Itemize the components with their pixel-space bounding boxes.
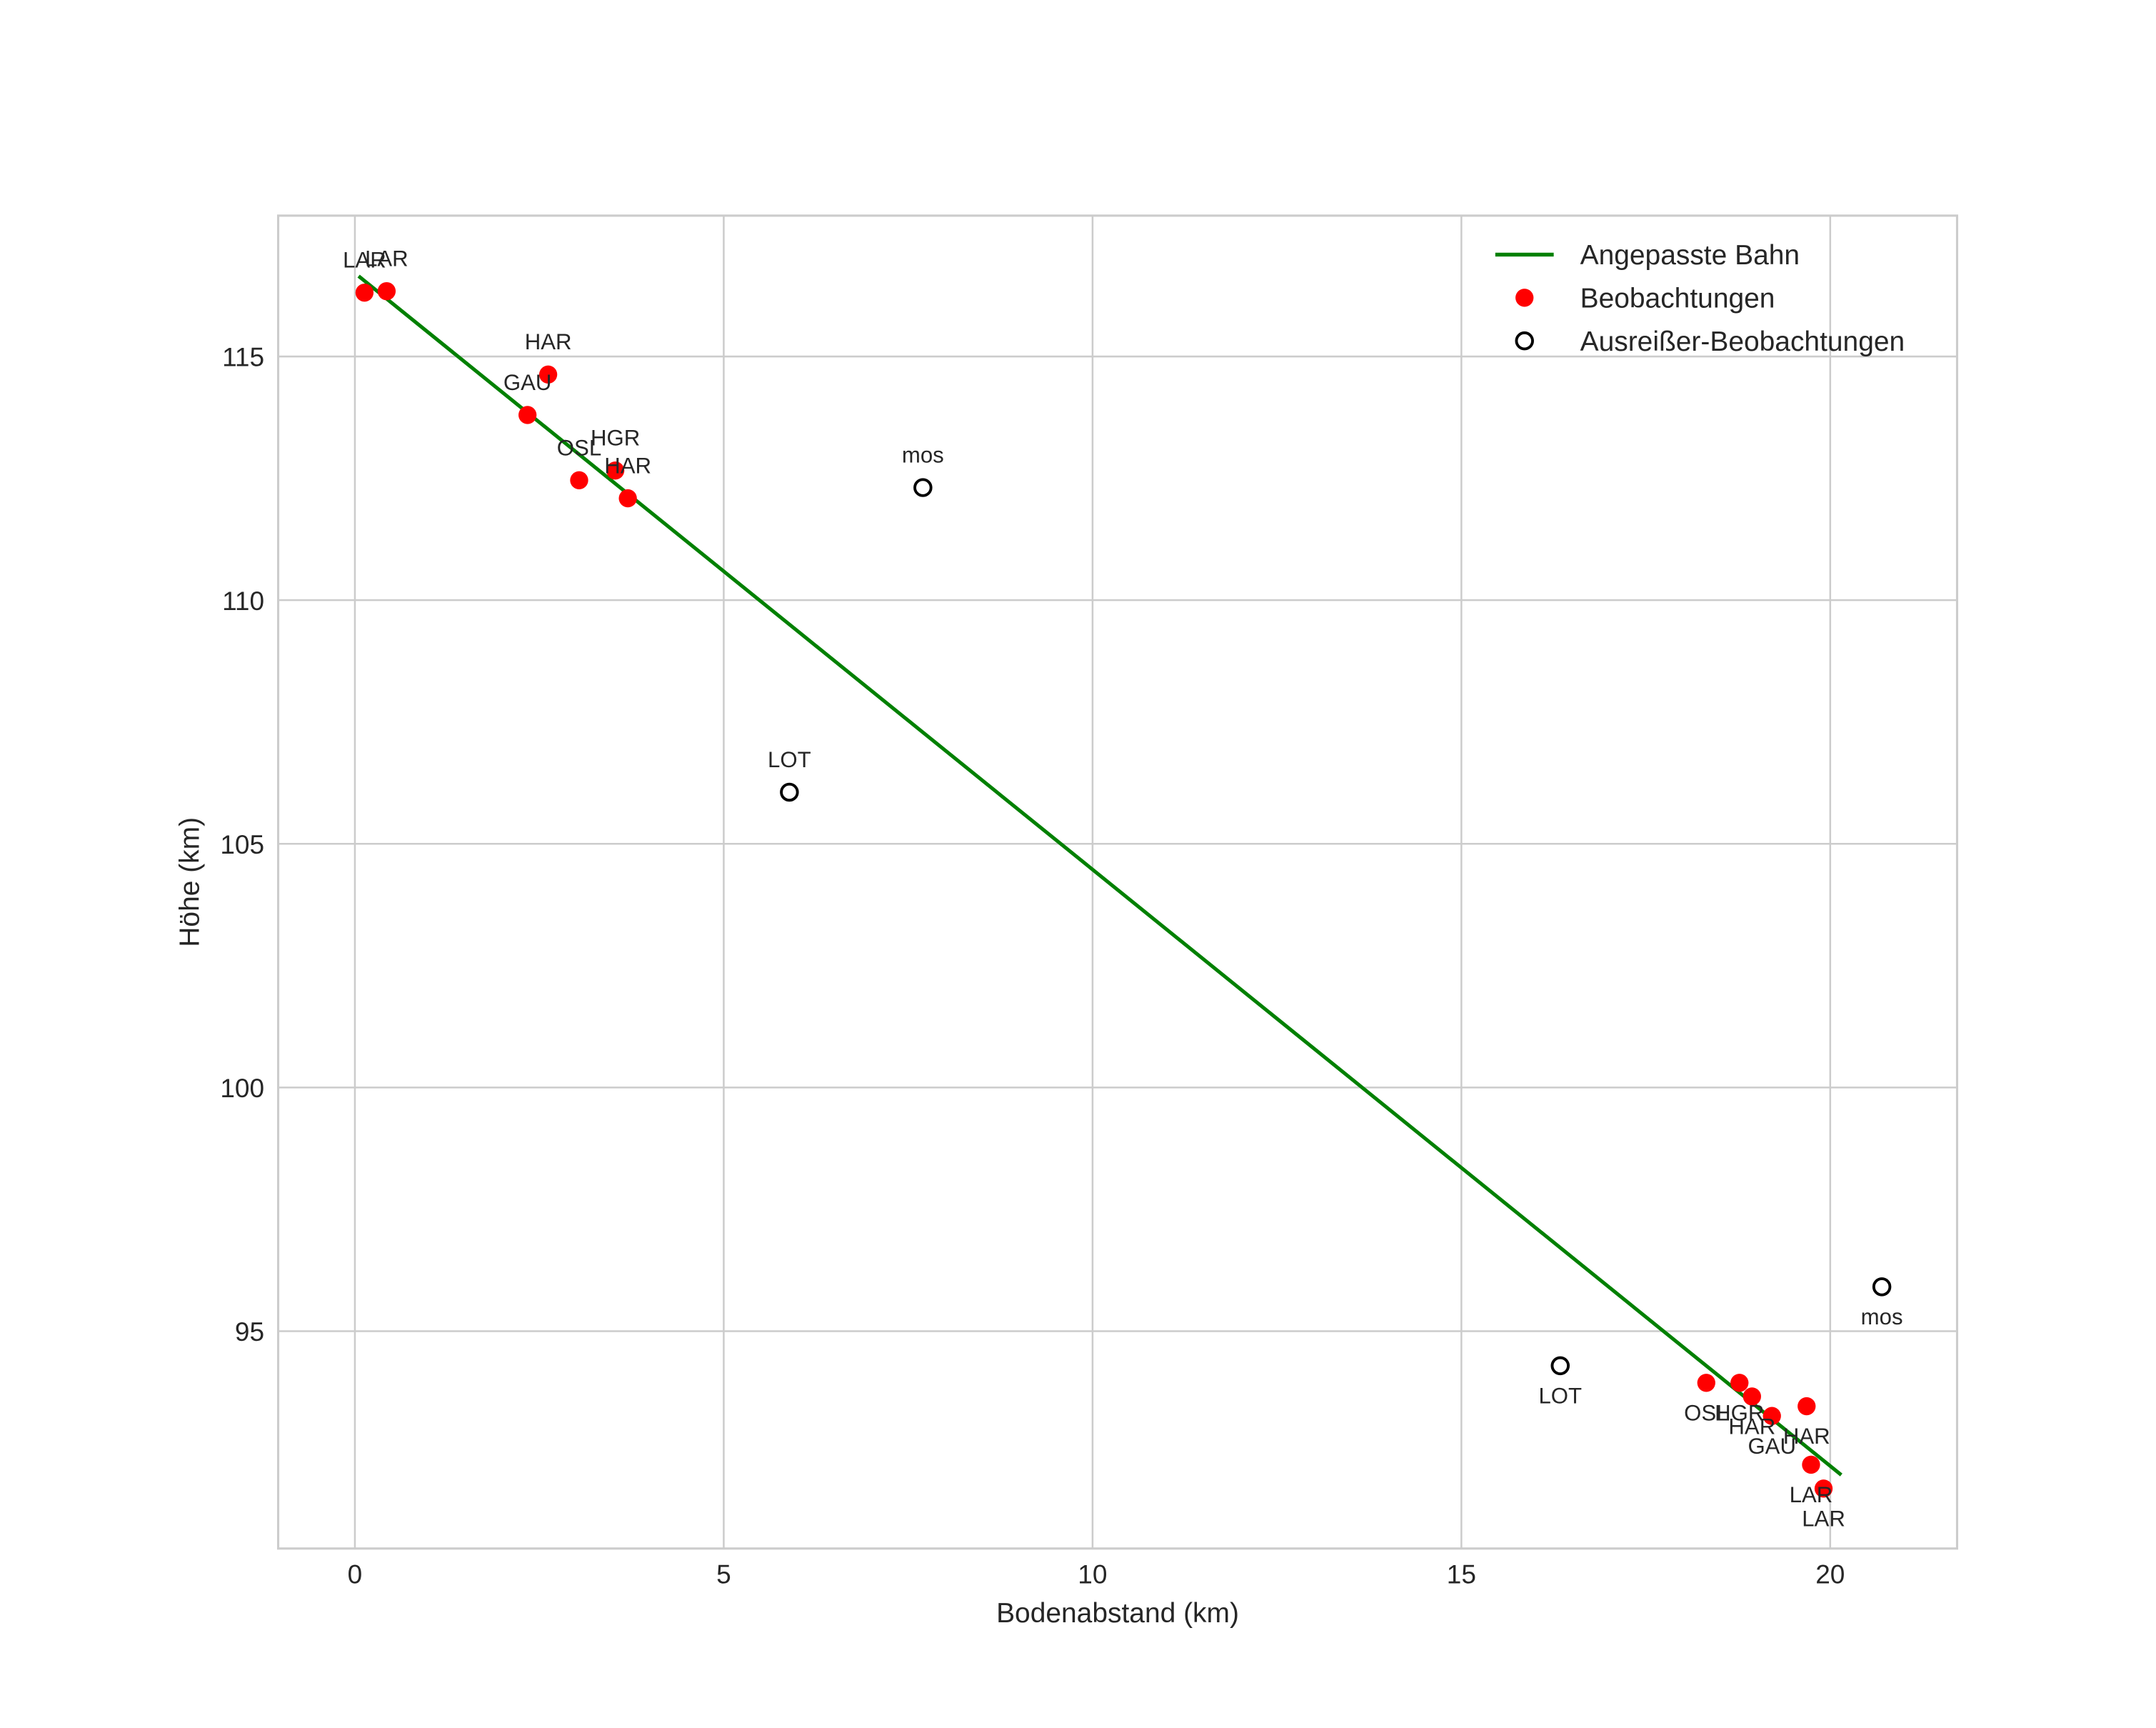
station-label: GAU (503, 370, 552, 395)
station-label: mos (902, 443, 944, 468)
station-label: HAR (1783, 1424, 1830, 1449)
observation-marker (1802, 1455, 1820, 1474)
legend-label: Angepasste Bahn (1580, 240, 1800, 271)
legend-open-circle-swatch (1515, 331, 1534, 351)
station-label: OSL (1684, 1400, 1728, 1425)
y-axis-label: Höhe (km) (175, 817, 206, 947)
observation-marker (1743, 1387, 1761, 1406)
y-tick-label: 115 (222, 343, 264, 372)
plot-area: LARLARHARGAUOSLHGRHAROSLHGRHARGAUHARLARL… (276, 214, 1959, 1550)
x-axis-label: Bodenabstand (km) (996, 1598, 1239, 1629)
legend-label: Ausreißer-Beobachtungen (1580, 326, 1905, 357)
outlier-marker (780, 782, 799, 802)
grid-lines (278, 215, 1957, 1549)
observation-marker (1814, 1479, 1833, 1498)
station-label: LAR (365, 246, 408, 271)
legend-dot-swatch (1515, 289, 1534, 307)
station-label: OSL (557, 435, 601, 460)
fitted-trajectory-line (357, 274, 1842, 1477)
observation-marker (1697, 1374, 1715, 1392)
station-label: HAR (604, 454, 651, 479)
axes-frame (276, 214, 1959, 1550)
y-tick-label: 100 (220, 1074, 264, 1103)
y-tick-label: 105 (220, 830, 264, 859)
observation-marker (355, 284, 374, 302)
station-label: LOT (768, 747, 811, 772)
y-axis-ticks: 95 100 105 110 115 (220, 343, 264, 1347)
observation-marker (1730, 1374, 1749, 1392)
station-label: LAR (1790, 1482, 1833, 1507)
station-label: HGR (1715, 1400, 1764, 1425)
legend-label: Beobachtungen (1580, 283, 1775, 314)
y-tick-label: 95 (235, 1317, 264, 1347)
station-label: LAR (1802, 1506, 1845, 1531)
observation-points (355, 281, 1833, 1498)
station-label: LAR (343, 248, 386, 273)
observation-marker (1797, 1397, 1816, 1416)
station-label: LOT (1538, 1384, 1582, 1409)
x-tick-label: 0 (348, 1559, 363, 1589)
observation-marker (377, 281, 396, 301)
outlier-points (780, 478, 1892, 1376)
station-label: GAU (1748, 1434, 1796, 1459)
observation-marker (538, 365, 558, 384)
outlier-marker (913, 478, 933, 497)
legend: Angepasste Bahn Beobachtungen Ausreißer-Be… (1495, 240, 1905, 357)
point-labels: LARLARHARGAUOSLHGRHAROSLHGRHARGAUHARLARL… (343, 246, 1902, 1532)
observation-marker (570, 471, 588, 489)
x-tick-label: 15 (1447, 1559, 1476, 1589)
x-tick-label: 5 (716, 1559, 731, 1589)
station-label: HAR (525, 329, 572, 354)
station-label: HGR (591, 426, 640, 451)
x-tick-label: 10 (1078, 1559, 1107, 1589)
outlier-marker (1550, 1356, 1570, 1376)
station-label: HAR (1728, 1414, 1775, 1439)
observation-marker (618, 489, 637, 508)
fitted-line (357, 274, 1842, 1477)
station-label: mos (1861, 1304, 1903, 1329)
x-axis-ticks: 0 5 10 15 20 (348, 1559, 1845, 1589)
y-tick-label: 110 (222, 586, 264, 616)
observation-marker (606, 461, 625, 480)
outlier-marker (1872, 1277, 1892, 1297)
observation-marker (1763, 1407, 1781, 1425)
x-tick-label: 20 (1815, 1559, 1845, 1589)
observation-marker (518, 406, 537, 424)
